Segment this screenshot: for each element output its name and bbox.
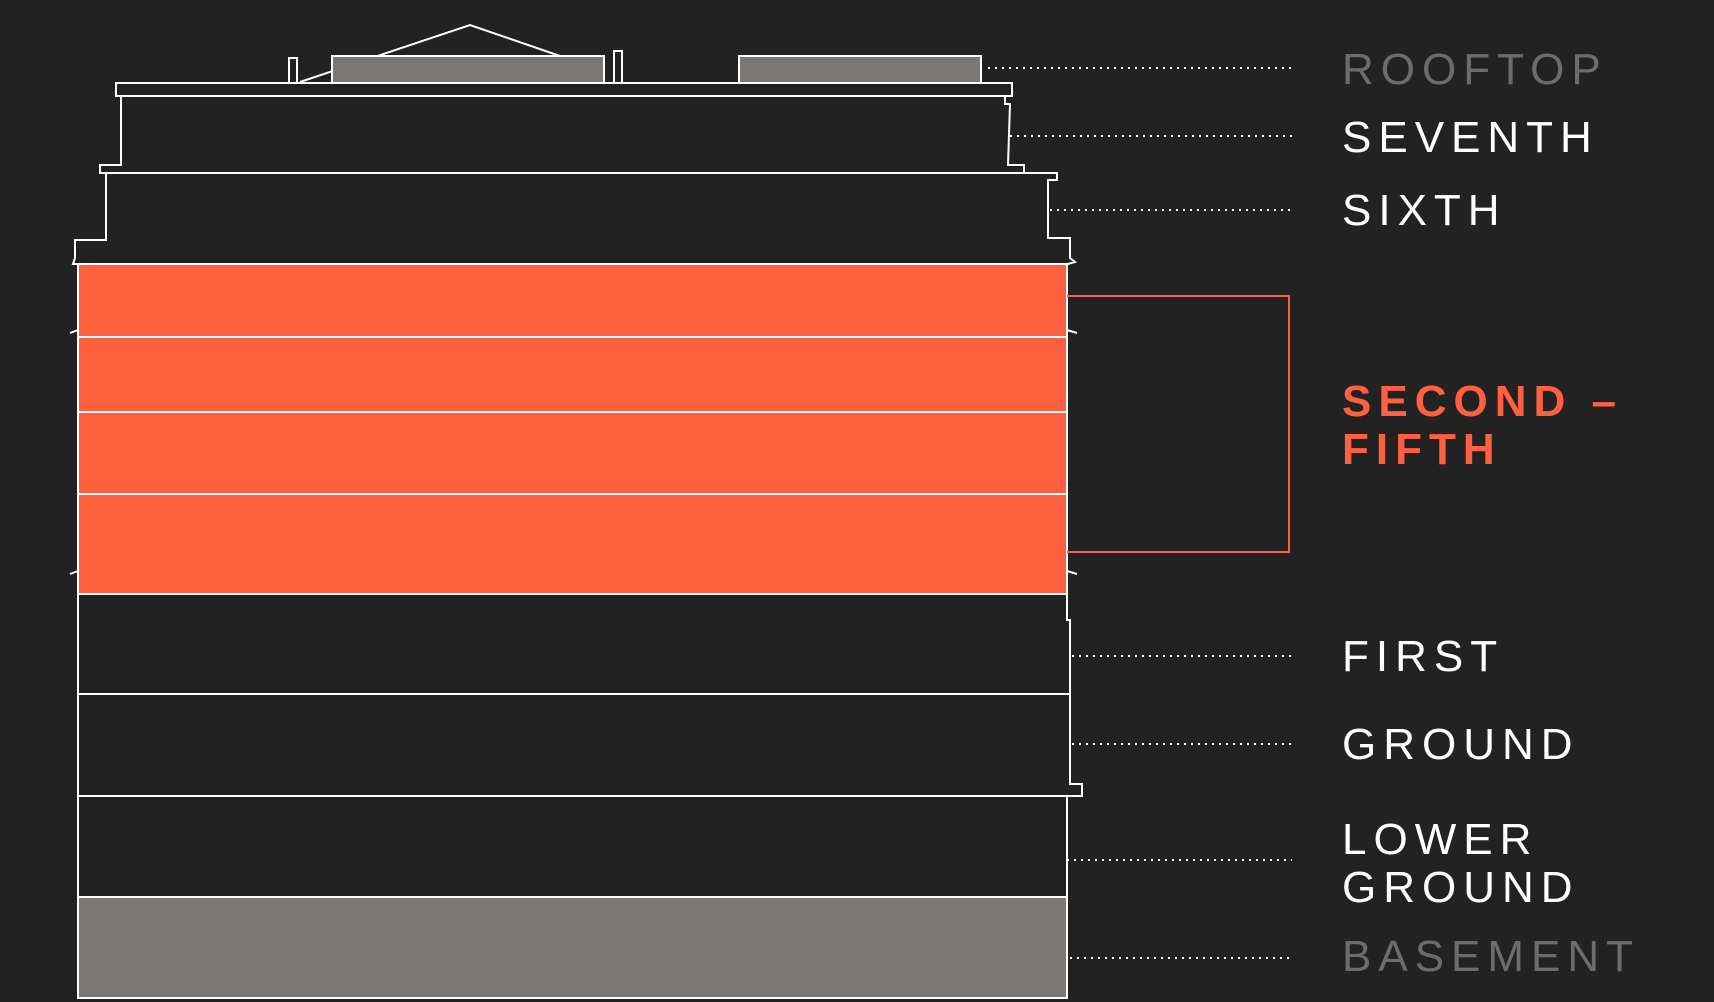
- floor-label-lower-ground-line1: LOWER: [1342, 815, 1539, 864]
- ground-floor-shape[interactable]: [77, 693, 1083, 797]
- rooftop-post-right: [613, 50, 623, 85]
- rooftop-post-left: [288, 57, 298, 85]
- floor-label-lower-ground-line2: GROUND: [1342, 863, 1580, 912]
- third-floor-shape[interactable]: [77, 411, 1068, 495]
- floor-label-ground[interactable]: GROUND: [1342, 720, 1580, 769]
- floor-label-basement[interactable]: BASEMENT: [1342, 932, 1641, 981]
- basement-floor-shape[interactable]: [77, 896, 1068, 999]
- roof-parapet: [115, 82, 1013, 97]
- floor-label-second-fifth[interactable]: SECOND – FIFTH: [1342, 378, 1623, 474]
- second-floor-shape[interactable]: [77, 493, 1068, 595]
- floor-label-second-fifth-line1: SECOND –: [1342, 377, 1623, 426]
- floor-label-second-fifth-line2: FIFTH: [1342, 425, 1502, 474]
- cornice-notches: [69, 329, 1078, 575]
- rooftop-block-left[interactable]: [331, 55, 605, 85]
- first-floor-shape[interactable]: [77, 593, 1071, 695]
- floor-label-seventh[interactable]: SEVENTH: [1342, 113, 1599, 162]
- lower-ground-floor-shape[interactable]: [77, 795, 1068, 898]
- floor-label-lower-ground[interactable]: LOWER GROUND: [1342, 816, 1580, 912]
- floor-label-sixth[interactable]: SIXTH: [1342, 186, 1507, 235]
- fourth-floor-shape[interactable]: [77, 336, 1068, 413]
- second-fifth-bracket: [1067, 295, 1290, 553]
- fifth-floor-shape[interactable]: [77, 263, 1068, 338]
- seventh-floor-shape[interactable]: [99, 95, 1025, 174]
- sixth-floor-shape[interactable]: [71, 172, 1078, 265]
- rooftop-block-right[interactable]: [738, 55, 982, 85]
- floor-label-first[interactable]: FIRST: [1342, 632, 1505, 681]
- floor-label-rooftop[interactable]: ROOFTOP: [1342, 45, 1608, 94]
